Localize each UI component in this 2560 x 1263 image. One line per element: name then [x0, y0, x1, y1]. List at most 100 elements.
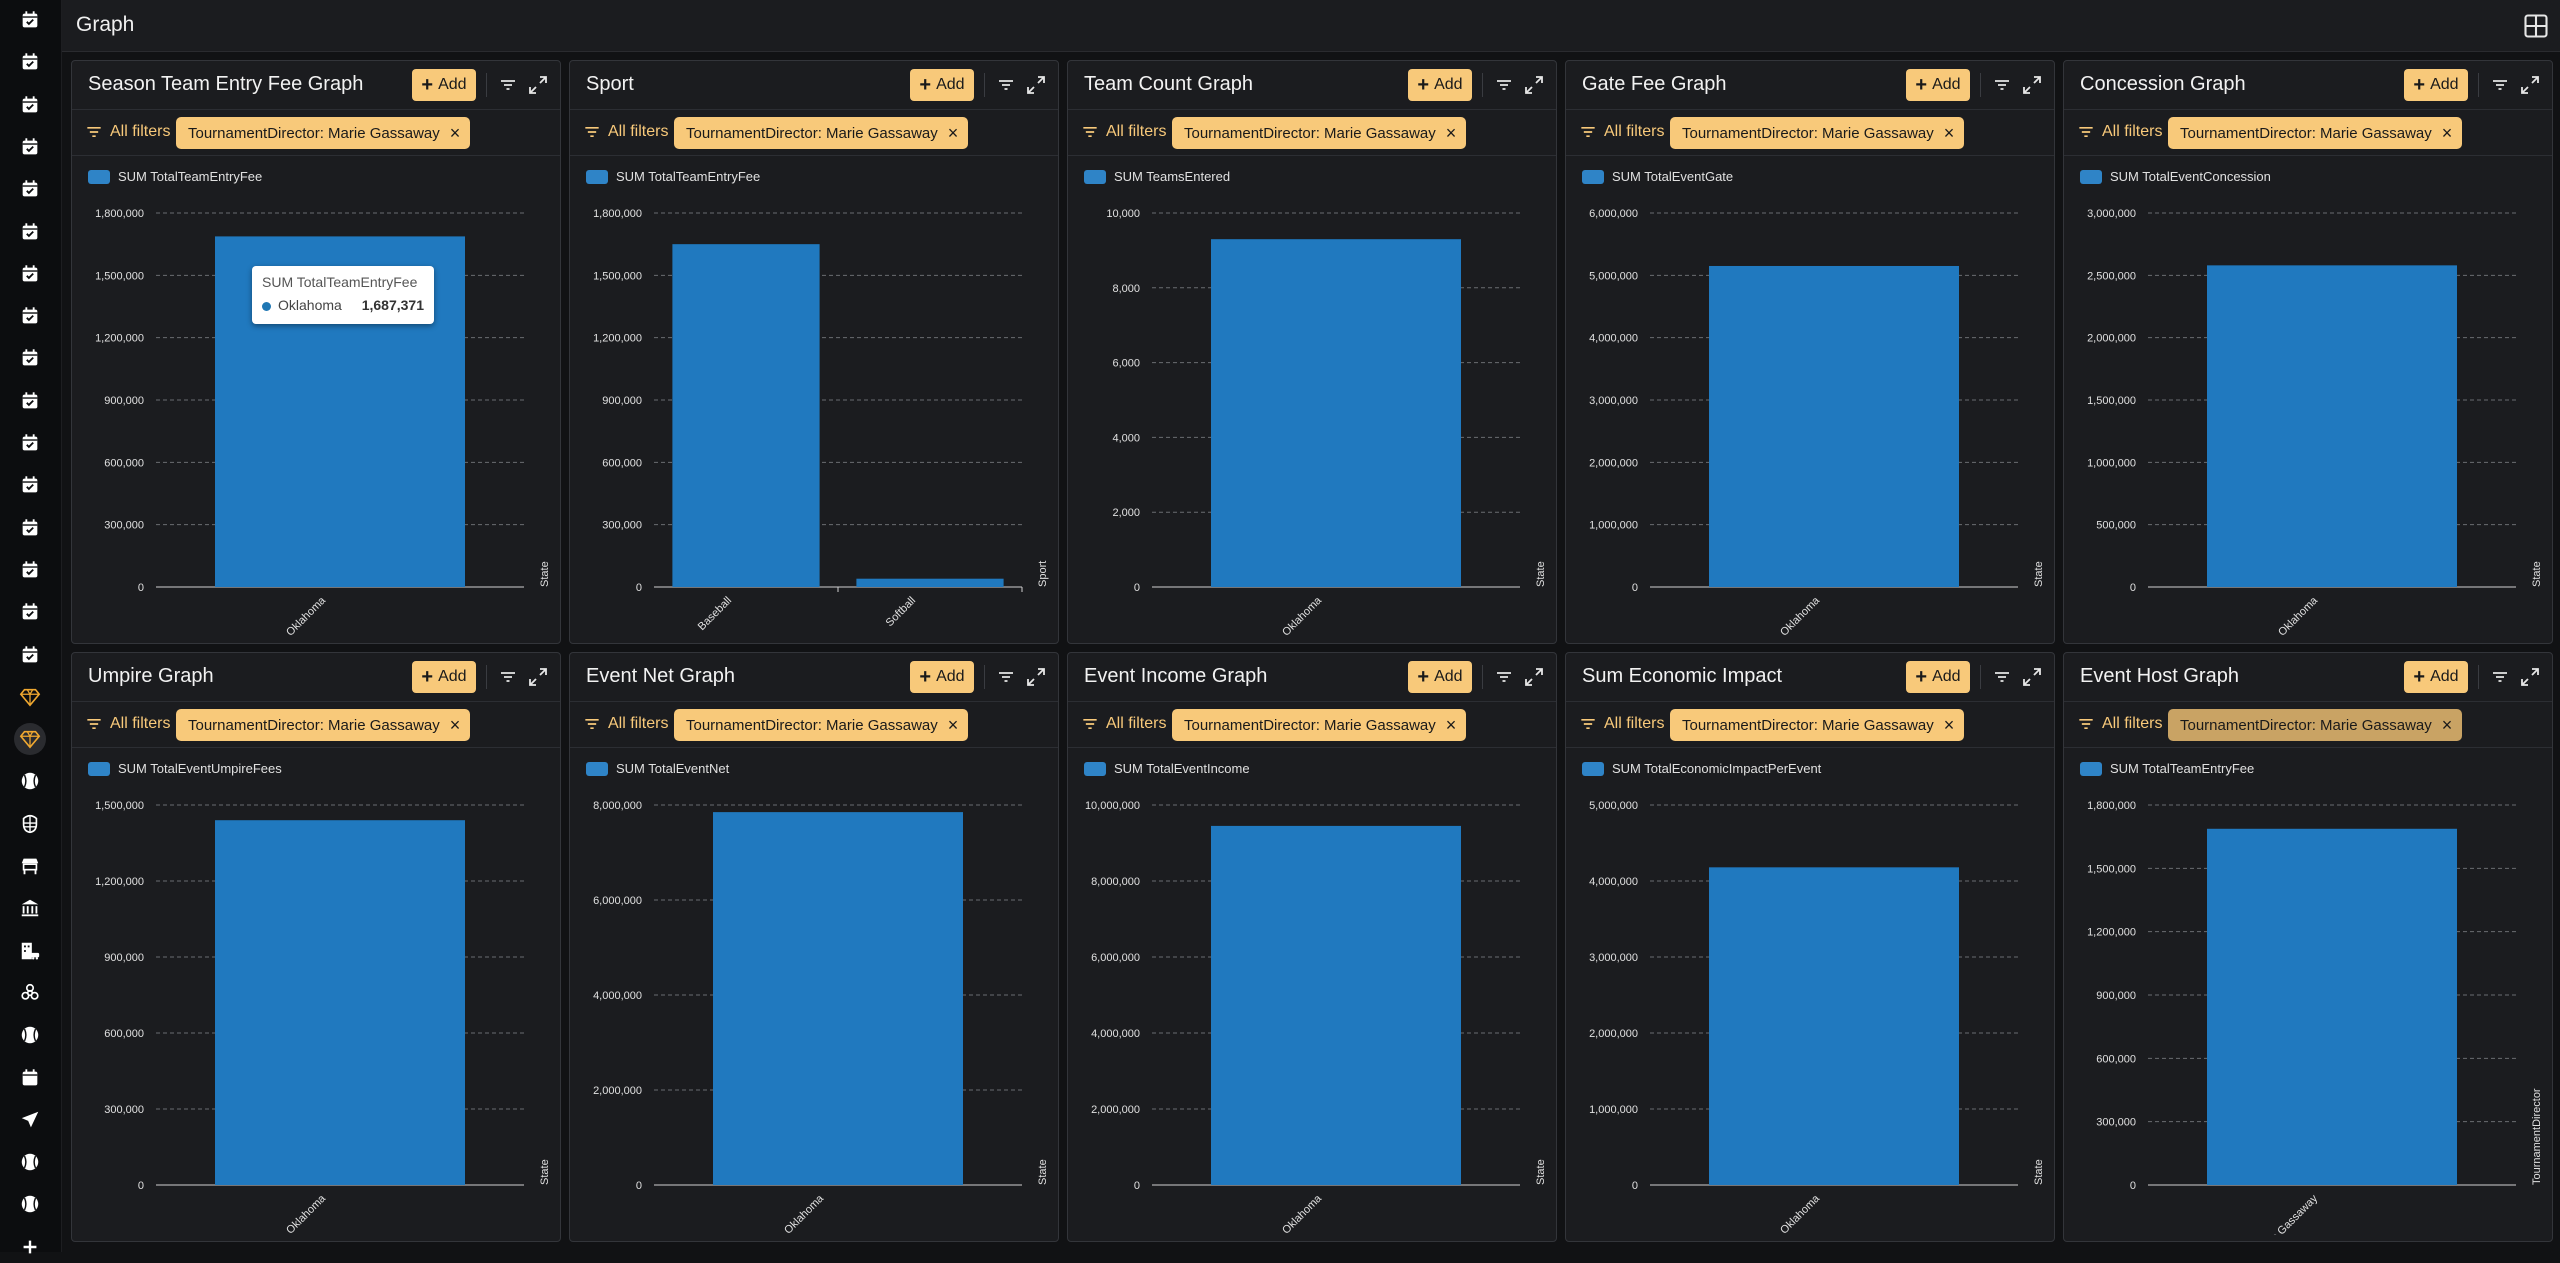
- filter-chip[interactable]: TournamentDirector: Marie Gassaway ×: [1172, 117, 1467, 149]
- sidebar-item[interactable]: [14, 512, 46, 544]
- bar[interactable]: [1709, 867, 1959, 1185]
- sidebar-item[interactable]: [14, 342, 46, 374]
- expand-icon[interactable]: [526, 73, 550, 97]
- expand-icon[interactable]: [2518, 665, 2542, 689]
- sidebar-item[interactable]: [14, 808, 46, 840]
- sidebar-item[interactable]: [14, 1062, 46, 1094]
- all-filters-button[interactable]: All filters: [582, 714, 668, 734]
- chart-legend[interactable]: SUM TotalEventNet: [586, 761, 729, 776]
- sidebar-item[interactable]: [14, 46, 46, 78]
- chart-legend[interactable]: SUM TotalEventConcession: [2080, 169, 2271, 184]
- sidebar-item[interactable]: [14, 723, 46, 756]
- filter-icon[interactable]: [2488, 73, 2512, 97]
- sidebar-item[interactable]: [14, 1146, 46, 1178]
- close-icon[interactable]: ×: [2441, 123, 2453, 143]
- filter-icon[interactable]: [1990, 73, 2014, 97]
- bar[interactable]: [2207, 828, 2457, 1185]
- close-icon[interactable]: ×: [947, 123, 959, 143]
- sidebar-item[interactable]: [14, 4, 46, 36]
- sidebar-item[interactable]: [14, 258, 46, 290]
- close-icon[interactable]: ×: [1943, 123, 1955, 143]
- chart-legend[interactable]: SUM TotalEconomicImpactPerEvent: [1582, 761, 1821, 776]
- close-icon[interactable]: ×: [2441, 715, 2453, 735]
- filter-chip[interactable]: TournamentDirector: Marie Gassaway ×: [2168, 117, 2463, 149]
- filter-chip[interactable]: TournamentDirector: Marie Gassaway ×: [1172, 709, 1467, 741]
- close-icon[interactable]: ×: [1445, 123, 1457, 143]
- chart-legend[interactable]: SUM TotalEventIncome: [1084, 761, 1250, 776]
- sidebar-item[interactable]: [14, 850, 46, 882]
- filter-icon[interactable]: [2488, 665, 2512, 689]
- bar[interactable]: [1211, 825, 1461, 1185]
- layout-grid-icon[interactable]: [2522, 12, 2550, 40]
- close-icon[interactable]: ×: [1445, 715, 1457, 735]
- chart-legend[interactable]: SUM TotalTeamEntryFee: [88, 169, 262, 184]
- bar[interactable]: [672, 244, 820, 587]
- sidebar-item[interactable]: [14, 1231, 46, 1263]
- sidebar-item[interactable]: [14, 131, 46, 163]
- expand-icon[interactable]: [2518, 73, 2542, 97]
- add-button[interactable]: + Add: [1906, 69, 1970, 101]
- sidebar-item[interactable]: [14, 554, 46, 586]
- expand-icon[interactable]: [2020, 73, 2044, 97]
- add-button[interactable]: + Add: [2404, 69, 2468, 101]
- bar[interactable]: [856, 578, 1004, 587]
- add-button[interactable]: + Add: [412, 661, 476, 693]
- filter-chip[interactable]: TournamentDirector: Marie Gassaway ×: [176, 709, 471, 741]
- add-button[interactable]: + Add: [1408, 661, 1472, 693]
- all-filters-button[interactable]: All filters: [1578, 714, 1664, 734]
- all-filters-button[interactable]: All filters: [2076, 122, 2162, 142]
- filter-chip[interactable]: TournamentDirector: Marie Gassaway ×: [2168, 709, 2463, 741]
- add-button[interactable]: + Add: [1408, 69, 1472, 101]
- expand-icon[interactable]: [1522, 665, 1546, 689]
- chart-legend[interactable]: SUM TotalTeamEntryFee: [586, 169, 760, 184]
- sidebar-item[interactable]: [14, 596, 46, 628]
- all-filters-button[interactable]: All filters: [582, 122, 668, 142]
- sidebar-item[interactable]: [14, 469, 46, 501]
- sidebar-item[interactable]: [14, 1188, 46, 1220]
- filter-icon[interactable]: [1492, 73, 1516, 97]
- chart-legend[interactable]: SUM TotalEventUmpireFees: [88, 761, 282, 776]
- filter-icon[interactable]: [1990, 665, 2014, 689]
- sidebar-item[interactable]: [14, 977, 46, 1009]
- bar[interactable]: [2207, 265, 2457, 587]
- bar[interactable]: [713, 812, 963, 1185]
- filter-chip[interactable]: TournamentDirector: Marie Gassaway ×: [674, 117, 969, 149]
- add-button[interactable]: + Add: [910, 69, 974, 101]
- chart-legend[interactable]: SUM TotalTeamEntryFee: [2080, 761, 2254, 776]
- close-icon[interactable]: ×: [449, 715, 461, 735]
- filter-icon[interactable]: [1492, 665, 1516, 689]
- sidebar-item[interactable]: [14, 681, 46, 713]
- sidebar-item[interactable]: [14, 1104, 46, 1136]
- close-icon[interactable]: ×: [947, 715, 959, 735]
- bar[interactable]: [1211, 239, 1461, 587]
- close-icon[interactable]: ×: [449, 123, 461, 143]
- all-filters-button[interactable]: All filters: [84, 714, 170, 734]
- expand-icon[interactable]: [2020, 665, 2044, 689]
- add-button[interactable]: + Add: [412, 69, 476, 101]
- all-filters-button[interactable]: All filters: [1080, 122, 1166, 142]
- filter-chip[interactable]: TournamentDirector: Marie Gassaway ×: [1670, 117, 1965, 149]
- sidebar-item[interactable]: [14, 427, 46, 459]
- sidebar-item[interactable]: [14, 89, 46, 121]
- filter-icon[interactable]: [496, 73, 520, 97]
- chart-legend[interactable]: SUM TeamsEntered: [1084, 169, 1230, 184]
- filter-icon[interactable]: [994, 665, 1018, 689]
- filter-chip[interactable]: TournamentDirector: Marie Gassaway ×: [176, 117, 471, 149]
- add-button[interactable]: + Add: [1906, 661, 1970, 693]
- filter-chip[interactable]: TournamentDirector: Marie Gassaway ×: [1670, 709, 1965, 741]
- expand-icon[interactable]: [1024, 73, 1048, 97]
- expand-icon[interactable]: [1522, 73, 1546, 97]
- all-filters-button[interactable]: All filters: [1080, 714, 1166, 734]
- filter-icon[interactable]: [994, 73, 1018, 97]
- close-icon[interactable]: ×: [1943, 715, 1955, 735]
- filter-chip[interactable]: TournamentDirector: Marie Gassaway ×: [674, 709, 969, 741]
- sidebar-item[interactable]: [14, 1019, 46, 1051]
- sidebar-item[interactable]: [14, 892, 46, 924]
- all-filters-button[interactable]: All filters: [84, 122, 170, 142]
- sidebar-item[interactable]: [14, 216, 46, 248]
- sidebar-item[interactable]: [14, 765, 46, 797]
- bar[interactable]: [215, 820, 465, 1185]
- expand-icon[interactable]: [1024, 665, 1048, 689]
- all-filters-button[interactable]: All filters: [1578, 122, 1664, 142]
- chart-legend[interactable]: SUM TotalEventGate: [1582, 169, 1733, 184]
